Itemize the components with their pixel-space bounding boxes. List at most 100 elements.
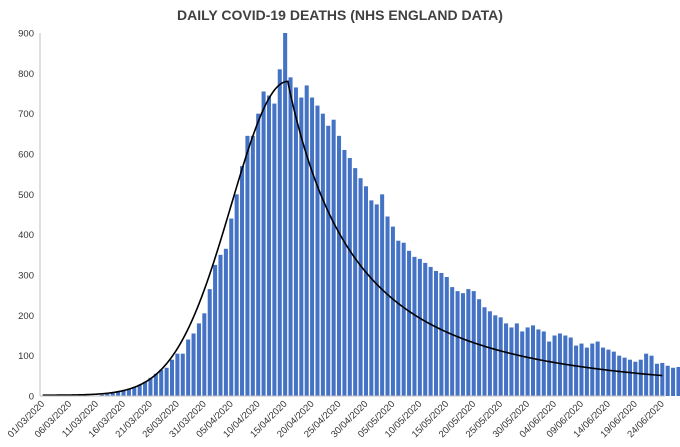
y-tick-label: 800 xyxy=(18,69,34,80)
bar xyxy=(277,69,282,397)
bar xyxy=(547,341,552,396)
bar xyxy=(196,323,201,396)
bar xyxy=(433,270,439,396)
bar xyxy=(412,256,417,396)
bar xyxy=(520,331,525,396)
bar xyxy=(557,333,562,396)
y-tick-label: 400 xyxy=(18,230,34,241)
bar xyxy=(105,393,110,396)
bar xyxy=(132,387,137,396)
bar xyxy=(245,135,250,396)
bar xyxy=(498,317,503,396)
bar xyxy=(563,335,568,396)
y-tick-label: 900 xyxy=(18,29,34,40)
bar xyxy=(342,149,347,396)
bar xyxy=(175,353,180,396)
bar xyxy=(396,240,401,396)
bar xyxy=(552,335,557,396)
bar xyxy=(272,103,277,396)
bar xyxy=(186,339,191,396)
bar xyxy=(428,266,433,396)
bar xyxy=(218,254,223,396)
bar xyxy=(261,91,266,396)
bar xyxy=(530,325,536,396)
y-tick-label: 500 xyxy=(18,190,34,201)
bar xyxy=(358,178,363,396)
bar xyxy=(568,337,573,396)
bar xyxy=(627,359,632,396)
bar xyxy=(385,216,390,396)
x-tick-labels: 01/03/202006/03/202011/03/202016/03/2020… xyxy=(6,399,667,440)
bar xyxy=(137,384,142,396)
bar xyxy=(601,347,606,396)
bar xyxy=(116,391,121,396)
bar xyxy=(223,248,228,396)
bar xyxy=(288,77,293,396)
bar xyxy=(401,242,406,396)
y-tick-label: 0 xyxy=(29,392,34,403)
bar xyxy=(337,135,342,396)
bar xyxy=(304,85,309,396)
bar xyxy=(536,329,541,396)
bar xyxy=(482,307,487,396)
bar xyxy=(315,105,320,396)
bar xyxy=(363,186,368,396)
bar xyxy=(320,113,325,397)
bar xyxy=(590,343,595,396)
bar xyxy=(606,349,611,396)
bar xyxy=(283,33,288,396)
bar xyxy=(202,313,207,396)
bar xyxy=(299,97,304,397)
bar xyxy=(574,345,579,396)
bar xyxy=(676,366,680,396)
bar xyxy=(229,218,234,396)
chart-title: DAILY COVID-19 DEATHS (NHS ENGLAND DATA) xyxy=(177,7,503,23)
bar xyxy=(525,327,530,396)
bar xyxy=(207,289,212,396)
bar xyxy=(353,168,358,396)
bar xyxy=(633,361,638,396)
bar xyxy=(374,204,379,396)
bar xyxy=(514,323,519,396)
bar xyxy=(439,272,444,396)
y-tick-label: 300 xyxy=(18,271,34,282)
y-tick-label: 700 xyxy=(18,109,34,120)
bar xyxy=(450,287,455,396)
bar xyxy=(665,365,670,396)
bar xyxy=(460,293,465,396)
bar xyxy=(407,250,412,396)
bar xyxy=(654,363,659,396)
bar xyxy=(256,113,261,397)
bar xyxy=(293,87,298,396)
bar xyxy=(423,262,428,396)
bar xyxy=(153,373,158,396)
bar xyxy=(143,381,148,396)
bar xyxy=(493,315,498,396)
bar xyxy=(660,362,665,396)
bar xyxy=(169,359,175,396)
bar xyxy=(477,299,482,396)
bar xyxy=(180,353,185,396)
bar xyxy=(509,327,514,396)
bar xyxy=(622,357,627,396)
bar xyxy=(240,166,245,396)
bar xyxy=(347,158,352,396)
bar xyxy=(390,226,395,396)
bar xyxy=(487,311,492,396)
bar xyxy=(266,95,272,397)
bar xyxy=(126,388,131,396)
bar xyxy=(444,277,449,396)
bar xyxy=(121,389,126,396)
bar xyxy=(466,289,471,396)
y-tick-labels: 0 100 200 300 400 500 600 700 800 900 xyxy=(18,29,34,403)
bar xyxy=(99,394,104,396)
bar xyxy=(213,264,218,396)
bar xyxy=(504,323,509,396)
bar xyxy=(617,355,622,396)
y-tick-label: 600 xyxy=(18,150,34,161)
bar xyxy=(649,355,654,396)
bar xyxy=(310,97,315,397)
bar xyxy=(584,347,589,396)
y-tick-label: 100 xyxy=(18,351,34,362)
